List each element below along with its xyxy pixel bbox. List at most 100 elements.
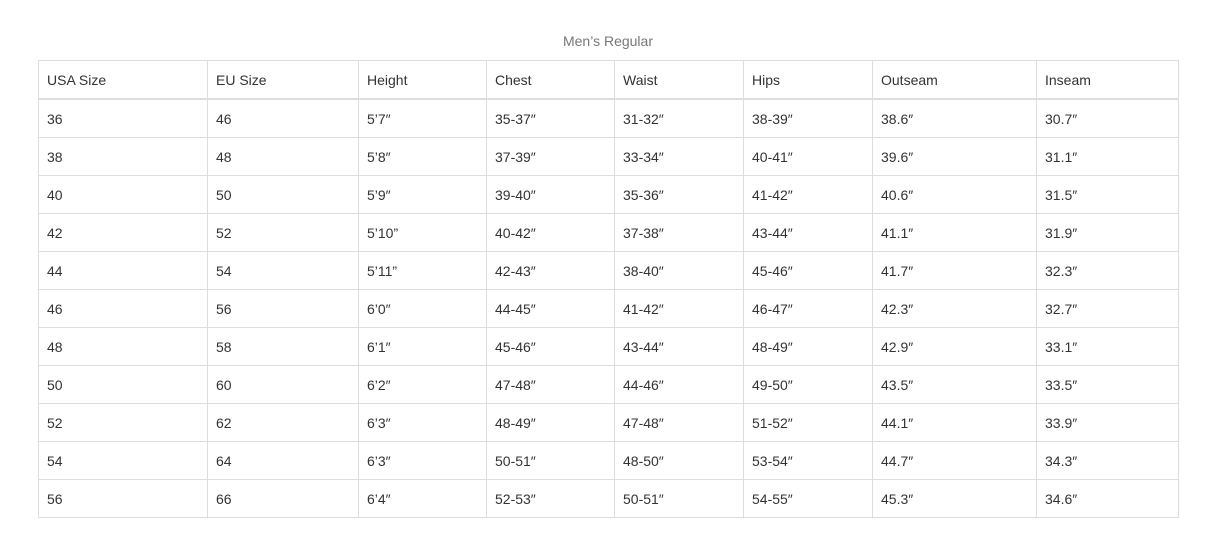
table-cell: 35-37″ xyxy=(486,98,615,138)
header-row: USA Size EU Size Height Chest Waist Hips Outse… xyxy=(38,60,1179,100)
table-cell: 40-42″ xyxy=(486,213,615,252)
table-cell: 5’7″ xyxy=(358,98,487,138)
table-cell: 42 xyxy=(38,213,208,252)
table-cell: 46-47″ xyxy=(743,289,873,328)
table-cell: 45.3″ xyxy=(872,479,1037,518)
table-cell: 52 xyxy=(38,403,208,442)
table-cell: 6’4″ xyxy=(358,479,487,518)
table-cell: 42-43″ xyxy=(486,251,615,290)
table-row: 44 54 5’11” 42-43″ 38-40″ 45-46″ 41.7″ 32.3″ xyxy=(38,251,1179,290)
table-cell: 50 xyxy=(207,175,359,214)
table-cell: 43.5″ xyxy=(872,365,1037,404)
table-cell: 41.7″ xyxy=(872,251,1037,290)
table-cell: 35-36″ xyxy=(614,175,744,214)
table-cell: 45-46″ xyxy=(743,251,873,290)
table-cell: 44-45″ xyxy=(486,289,615,328)
table-cell: 32.7″ xyxy=(1036,289,1179,328)
table-row: 56 66 6’4″ 52-53″ 50-51″ 54-55″ 45.3″ 34.6″ xyxy=(38,479,1179,518)
table-cell: 30.7″ xyxy=(1036,98,1179,138)
table-cell: 49-50″ xyxy=(743,365,873,404)
table-cell: 44.1″ xyxy=(872,403,1037,442)
table-cell: 37-39″ xyxy=(486,137,615,176)
table-cell: 33.9″ xyxy=(1036,403,1179,442)
table-cell: 38 xyxy=(38,137,208,176)
table-cell: 31.9″ xyxy=(1036,213,1179,252)
table-row: 54 64 6’3″ 50-51″ 48-50″ 53-54″ 44.7″ 34.3″ xyxy=(38,441,1179,480)
table-cell: 64 xyxy=(207,441,359,480)
table-cell: 48-49″ xyxy=(486,403,615,442)
table-cell: 52 xyxy=(207,213,359,252)
table-cell: 50-51″ xyxy=(614,479,744,518)
table-cell: 51-52″ xyxy=(743,403,873,442)
table-cell: 31.5″ xyxy=(1036,175,1179,214)
table-cell: 40.6″ xyxy=(872,175,1037,214)
table-cell: 56 xyxy=(207,289,359,328)
table-cell: 41-42″ xyxy=(614,289,744,328)
table-row: 40 50 5’9″ 39-40″ 35-36″ 41-42″ 40.6″ 31.5″ xyxy=(38,175,1179,214)
table-cell: 47-48″ xyxy=(486,365,615,404)
table-cell: 48 xyxy=(38,327,208,366)
table-row: 36 46 5’7″ 35-37″ 31-32″ 38-39″ 38.6″ 30.7″ xyxy=(38,98,1179,138)
table-cell: 43-44″ xyxy=(743,213,873,252)
table-cell: 50-51″ xyxy=(486,441,615,480)
table-cell: 58 xyxy=(207,327,359,366)
table-cell: 6’3″ xyxy=(358,441,487,480)
table-cell: 6’1″ xyxy=(358,327,487,366)
table-title: Men’s Regular xyxy=(562,33,653,49)
table-row: 52 62 6’3″ 48-49″ 47-48″ 51-52″ 44.1″ 33.9″ xyxy=(38,403,1179,442)
size-chart-table: USA Size EU Size Height Chest Waist Hips Outse… xyxy=(38,60,1179,518)
table-cell: 39.6″ xyxy=(872,137,1037,176)
table-cell: 41.1″ xyxy=(872,213,1037,252)
table-cell: 45-46″ xyxy=(486,327,615,366)
table-cell: 48 xyxy=(207,137,359,176)
table-cell: 40-41″ xyxy=(743,137,873,176)
table-row: 46 56 6’0″ 44-45″ 41-42″ 46-47″ 42.3″ 32.7″ xyxy=(38,289,1179,328)
table-cell: 44-46″ xyxy=(614,365,744,404)
column-header-usa-size: USA Size xyxy=(38,60,208,100)
column-header-chest: Chest xyxy=(486,60,615,100)
table-cell: 47-48″ xyxy=(614,403,744,442)
table-cell: 32.3″ xyxy=(1036,251,1179,290)
table-cell: 6’0″ xyxy=(358,289,487,328)
table-row: 50 60 6’2″ 47-48″ 44-46″ 49-50″ 43.5″ 33.5″ xyxy=(38,365,1179,404)
table-cell: 6’3″ xyxy=(358,403,487,442)
column-header-inseam: Inseam xyxy=(1036,60,1179,100)
table-cell: 34.6″ xyxy=(1036,479,1179,518)
table-cell: 48-50″ xyxy=(614,441,744,480)
table-cell: 40 xyxy=(38,175,208,214)
table-cell: 39-40″ xyxy=(486,175,615,214)
column-header-eu-size: EU Size xyxy=(207,60,359,100)
table-cell: 38-39″ xyxy=(743,98,873,138)
table-cell: 43-44″ xyxy=(614,327,744,366)
column-header-outseam: Outseam xyxy=(872,60,1037,100)
table-cell: 38.6″ xyxy=(872,98,1037,138)
table-cell: 46 xyxy=(38,289,208,328)
table-row: 48 58 6’1″ 45-46″ 43-44″ 48-49″ 42.9″ 33.1″ xyxy=(38,327,1179,366)
table-cell: 5’10” xyxy=(358,213,487,252)
table-cell: 5’8″ xyxy=(358,137,487,176)
table-cell: 46 xyxy=(207,98,359,138)
table-cell: 54 xyxy=(207,251,359,290)
table-cell: 41-42″ xyxy=(743,175,873,214)
table-cell: 44.7″ xyxy=(872,441,1037,480)
table-cell: 42.3″ xyxy=(872,289,1037,328)
table-cell: 31-32″ xyxy=(614,98,744,138)
table-cell: 50 xyxy=(38,365,208,404)
table-cell: 33-34″ xyxy=(614,137,744,176)
table-cell: 38-40″ xyxy=(614,251,744,290)
column-header-hips: Hips xyxy=(743,60,873,100)
table-cell: 42.9″ xyxy=(872,327,1037,366)
table-cell: 53-54″ xyxy=(743,441,873,480)
table-cell: 54-55″ xyxy=(743,479,873,518)
table-cell: 48-49″ xyxy=(743,327,873,366)
table-cell: 33.1″ xyxy=(1036,327,1179,366)
table-cell: 31.1″ xyxy=(1036,137,1179,176)
table-cell: 34.3″ xyxy=(1036,441,1179,480)
table-row: 42 52 5’10” 40-42″ 37-38″ 43-44″ 41.1″ 31.9″ xyxy=(38,213,1179,252)
table-cell: 66 xyxy=(207,479,359,518)
table-cell: 37-38″ xyxy=(614,213,744,252)
table-cell: 36 xyxy=(38,98,208,138)
table-cell: 62 xyxy=(207,403,359,442)
table-cell: 5’11” xyxy=(358,251,487,290)
table-cell: 60 xyxy=(207,365,359,404)
